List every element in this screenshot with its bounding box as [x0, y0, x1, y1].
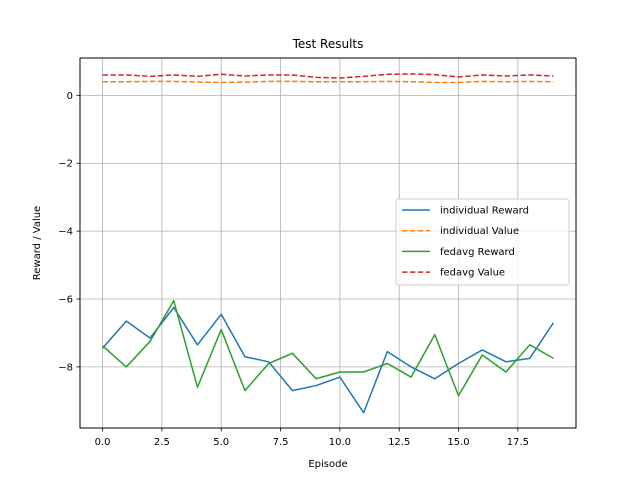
series-layer	[101, 73, 555, 414]
y-axis-label: Reward / Value	[32, 206, 43, 280]
legend-label: fedavg Reward	[440, 247, 515, 258]
y-tick-label: −2	[58, 159, 73, 170]
x-tick-label: 2.5	[154, 437, 170, 448]
legend-label: individual Reward	[440, 206, 529, 217]
y-tick-label: −8	[58, 362, 73, 373]
y-tick-label: 0	[67, 91, 73, 102]
x-tick-label: 15.0	[447, 437, 469, 448]
x-tick-label: 5.0	[213, 437, 229, 448]
legend-label: individual Value	[440, 226, 519, 237]
x-tick-label: 10.0	[329, 437, 351, 448]
x-axis-label: Episode	[308, 459, 347, 470]
legend: individual Reward individual Value fedavg …	[395, 198, 570, 286]
x-tick-label: 7.5	[273, 437, 289, 448]
legend-label: fedavg Value	[440, 268, 505, 279]
y-tick-label: −6	[58, 295, 73, 306]
x-tick-label: 0.0	[95, 437, 111, 448]
series-line-2	[102, 299, 554, 397]
x-tick-label: 17.5	[507, 437, 529, 448]
y-tick-label: −4	[58, 227, 73, 238]
y-axis: 0 −2 −4 −6 −8	[58, 91, 80, 373]
legend-frame	[395, 198, 570, 286]
chart-title: Test Results	[292, 37, 364, 51]
plot-frame	[79, 57, 577, 429]
series-line-3	[102, 73, 554, 79]
x-axis: 0.0 2.5 5.0 7.5 10.0 12.5 15.0 17.5	[95, 428, 529, 448]
series-line-1	[102, 80, 554, 84]
x-tick-label: 12.5	[388, 437, 410, 448]
